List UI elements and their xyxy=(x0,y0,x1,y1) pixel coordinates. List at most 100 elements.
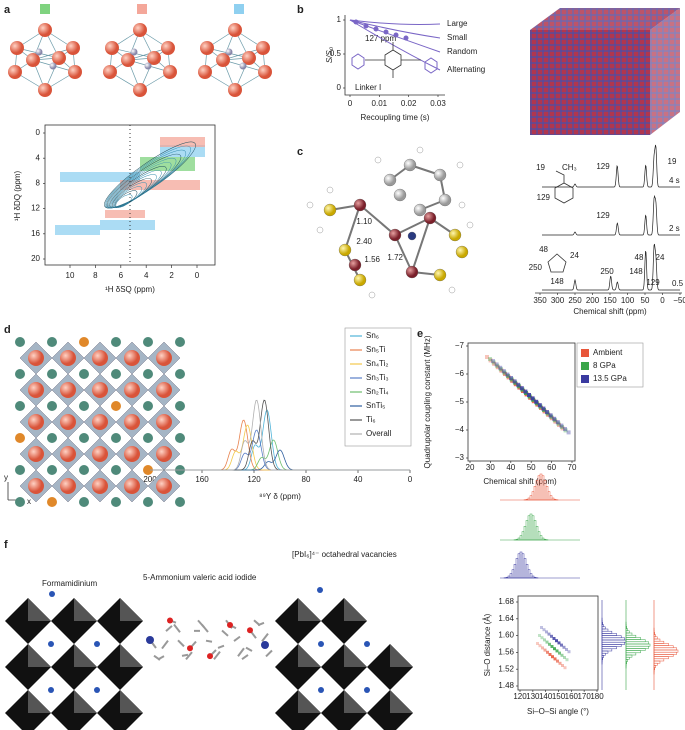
density-cell xyxy=(553,647,556,651)
atom xyxy=(143,465,153,475)
atom xyxy=(28,446,44,462)
density-cell xyxy=(546,650,549,654)
histogram-bar xyxy=(625,634,637,638)
density-cell xyxy=(548,413,553,418)
atom xyxy=(458,201,466,209)
highlight xyxy=(100,220,155,230)
atom xyxy=(175,337,185,347)
cyclopentene xyxy=(547,253,567,273)
atom xyxy=(143,369,153,379)
density-cell xyxy=(559,423,564,428)
octahedron-face xyxy=(298,598,321,621)
stick xyxy=(177,639,185,648)
stick xyxy=(221,629,229,637)
panel-label: c xyxy=(297,146,303,158)
atom xyxy=(423,211,437,225)
panel-label: d xyxy=(4,324,11,336)
octahedron-face xyxy=(120,690,143,713)
time-label: 4 s xyxy=(669,176,680,185)
tick-label: 160 xyxy=(565,692,579,701)
tick-label: 350 xyxy=(533,296,547,305)
legend-label: Sn₃Ti₃ xyxy=(366,373,389,382)
density-cell xyxy=(545,640,549,644)
density-cell xyxy=(558,651,561,655)
octahedron-face xyxy=(344,644,367,667)
atom xyxy=(448,228,462,242)
tick-label: 170 xyxy=(577,692,591,701)
peak-label: 250 xyxy=(600,267,614,276)
tick-label: 12 xyxy=(31,204,40,213)
histogram-bar xyxy=(513,564,517,579)
legend-label: 13.5 GPa xyxy=(593,374,627,383)
density-cell xyxy=(499,368,504,373)
histogram-bar xyxy=(511,569,515,579)
atom xyxy=(393,188,407,202)
tick-label: −7 xyxy=(455,341,465,350)
bond-length: 1.10 xyxy=(356,217,372,226)
curve xyxy=(349,19,441,25)
atom xyxy=(111,497,121,507)
atom xyxy=(167,617,173,624)
histogram-bar xyxy=(529,573,533,579)
atom xyxy=(47,337,57,347)
atom xyxy=(15,401,25,411)
cation xyxy=(318,641,324,647)
peak-label: 129 xyxy=(596,211,610,220)
atom xyxy=(466,221,474,229)
tick-label: 50 xyxy=(641,296,650,305)
density-cell xyxy=(519,386,524,391)
density-cell xyxy=(541,406,546,411)
octahedron-face xyxy=(28,644,51,667)
histogram-bar xyxy=(509,573,513,579)
density-cell xyxy=(491,359,495,363)
legend-label: 8 GPa xyxy=(593,361,616,370)
cation xyxy=(94,641,100,647)
histogram-bar xyxy=(653,649,679,653)
density-cell xyxy=(540,626,543,629)
plot-frame xyxy=(467,342,576,462)
density-cell xyxy=(566,430,571,435)
shift-label: 148 xyxy=(550,277,564,286)
histogram-bar xyxy=(525,564,529,579)
tick-label: 100 xyxy=(621,296,635,305)
ring xyxy=(351,53,365,70)
highlight xyxy=(105,210,145,218)
atom xyxy=(368,291,376,299)
histogram-bar xyxy=(653,636,658,640)
legend-label: Sn₂Ti₄ xyxy=(366,387,389,396)
atom xyxy=(111,433,121,443)
tick-label: 1 xyxy=(337,15,342,24)
atom xyxy=(133,83,147,97)
spectrum-trace xyxy=(150,399,410,471)
stick xyxy=(205,639,213,643)
tick-label: 120 xyxy=(513,692,527,701)
histogram-bar xyxy=(519,551,523,579)
tick-label: −3 xyxy=(455,453,465,462)
atom xyxy=(26,53,40,67)
atom xyxy=(143,433,153,443)
tick-label: 60 xyxy=(547,463,556,472)
tick-label: 70 xyxy=(568,463,577,472)
atom xyxy=(416,146,424,154)
annotation: Linker I xyxy=(355,83,381,92)
atom xyxy=(146,636,154,644)
density-cell xyxy=(543,648,547,652)
atom xyxy=(175,369,185,379)
panel-label: e xyxy=(417,328,423,340)
density-cell xyxy=(563,656,566,659)
atom xyxy=(28,478,44,494)
atom xyxy=(200,41,214,55)
histogram-bar xyxy=(625,632,633,636)
histogram-bar xyxy=(625,654,633,658)
histogram-bar xyxy=(527,515,531,541)
tick-label: 0 xyxy=(348,99,353,108)
tick-label: 40 xyxy=(506,463,515,472)
toluene xyxy=(554,170,574,204)
atom xyxy=(15,465,25,475)
cube-face xyxy=(530,8,680,30)
histogram-bar xyxy=(539,535,543,541)
stick xyxy=(201,624,209,633)
stick xyxy=(157,655,165,661)
curve-label: Small xyxy=(447,33,467,42)
spectrum-trace xyxy=(542,194,680,236)
